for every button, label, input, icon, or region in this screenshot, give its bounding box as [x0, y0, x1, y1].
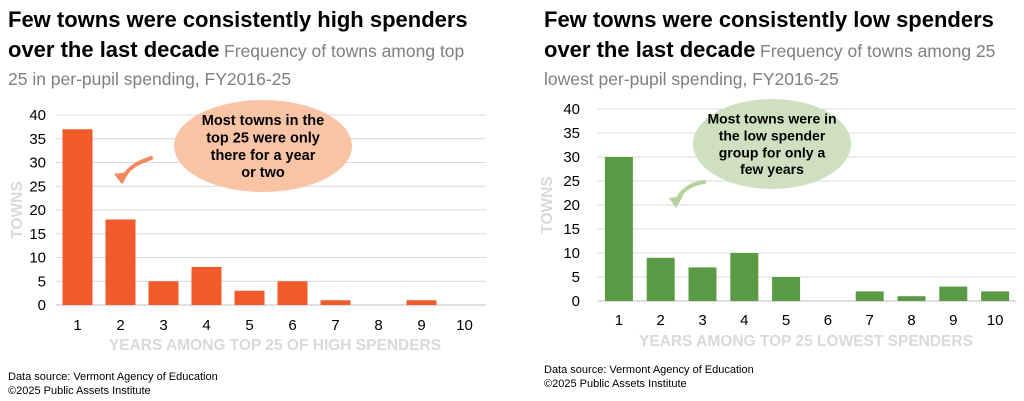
callout-arrow	[120, 156, 153, 183]
y-axis-title: TOWNS	[9, 181, 26, 238]
bar	[855, 291, 884, 301]
chart-title: Few towns were consistently high spender…	[8, 6, 488, 94]
x-tick-label: 5	[782, 312, 790, 329]
y-tick-label: 35	[29, 131, 46, 148]
y-tick-label: 0	[572, 293, 580, 310]
callout-text: Most towns were in the low spender group f…	[707, 111, 836, 177]
callout-bubble	[174, 100, 352, 192]
x-tick-label: 2	[657, 312, 665, 329]
copyright: ©2025 Public Assets Institute	[8, 385, 151, 397]
chart-footer: Data source: Vermont Agency of Education…	[8, 370, 218, 398]
bar	[62, 129, 93, 305]
y-tick-label: 0	[38, 297, 46, 314]
x-tick-label: 8	[907, 312, 915, 329]
bar	[191, 267, 222, 305]
x-tick-label: 3	[159, 317, 167, 334]
y-tick-label: 15	[29, 226, 46, 243]
arrow-head-icon	[114, 172, 129, 184]
bar	[772, 277, 801, 301]
chart-subtitle: Frequency of towns among 25 lowest per-p…	[544, 41, 996, 89]
bar	[897, 296, 926, 301]
y-axis-title: TOWNS	[539, 176, 556, 233]
data-source: Data source: Vermont Agency of Education	[544, 364, 754, 376]
x-axis-title: YEARS AMONG TOP 25 LOWEST SPENDERS	[639, 333, 973, 350]
copyright: ©2025 Public Assets Institute	[544, 378, 687, 390]
x-tick-label: 8	[374, 317, 382, 334]
x-tick-label: 4	[202, 317, 210, 334]
low-spenders-panel: Few towns were consistently low spenders…	[536, 0, 1024, 401]
y-tick-label: 30	[563, 149, 580, 166]
bar	[604, 157, 633, 301]
x-tick-label: 2	[116, 317, 124, 334]
x-tick-label: 4	[740, 312, 748, 329]
chart-footer: Data source: Vermont Agency of Education…	[544, 363, 754, 391]
arrow-head-icon	[669, 196, 683, 208]
x-tick-label: 1	[615, 312, 623, 329]
x-tick-label: 10	[456, 317, 473, 334]
callout-text: Most towns in the top 25 were only there f…	[202, 113, 324, 181]
y-tick-label: 25	[563, 173, 580, 190]
y-tick-label: 20	[563, 197, 580, 214]
bar	[320, 300, 351, 305]
x-tick-label: 5	[245, 317, 253, 334]
bar	[688, 267, 717, 301]
x-tick-label: 9	[949, 312, 957, 329]
x-tick-label: 3	[698, 312, 706, 329]
bar	[234, 290, 265, 305]
bar	[646, 257, 675, 301]
bar	[939, 286, 968, 301]
x-tick-label: 10	[987, 312, 1004, 329]
y-tick-label: 10	[563, 245, 580, 262]
chart-title: Few towns were consistently low spenders…	[544, 6, 1024, 94]
y-tick-label: 5	[38, 273, 46, 290]
chart-subtitle: Frequency of towns among top 25 in per-p…	[8, 41, 465, 89]
x-tick-label: 1	[73, 317, 81, 334]
high-spenders-bar-chart: 0 5 10 15 20 25 30 35 40 1 2 3 4 5 6 7 8 9 10 YEARS AMONG T…	[9, 100, 486, 354]
chart-title-bold: Few towns were consistently high spender…	[8, 7, 468, 62]
low-spenders-bar-chart: 0 5 10 15 20 25 30 35 40 1 2 3 4 5 6 7 8 9 10 YEARS AMONG T…	[539, 99, 1016, 350]
high-spenders-panel: Few towns were consistently high spender…	[0, 0, 500, 401]
x-tick-label: 7	[866, 312, 874, 329]
x-tick-label: 7	[331, 317, 339, 334]
callout-bubble	[693, 99, 851, 189]
x-tick-label: 9	[417, 317, 425, 334]
x-tick-label: 6	[824, 312, 832, 329]
bar	[406, 300, 437, 305]
y-tick-label: 20	[29, 202, 46, 219]
bar	[105, 219, 136, 305]
x-tick-label: 6	[288, 317, 296, 334]
y-tick-label: 10	[29, 250, 46, 267]
bar	[730, 253, 759, 301]
y-tick-label: 25	[29, 178, 46, 195]
bar	[981, 291, 1010, 301]
y-tick-label: 15	[563, 221, 580, 238]
y-tick-label: 5	[572, 269, 580, 286]
bar	[277, 281, 308, 305]
x-axis-title: YEARS AMONG TOP 25 OF HIGH SPENDERS	[109, 337, 441, 354]
data-source: Data source: Vermont Agency of Education	[8, 371, 218, 383]
chart-title-bold: Few towns were consistently low spenders…	[544, 7, 994, 62]
y-tick-label: 40	[29, 107, 46, 124]
y-tick-label: 30	[29, 155, 46, 172]
y-tick-label: 40	[563, 101, 580, 118]
bar	[148, 281, 179, 305]
y-tick-label: 35	[563, 125, 580, 142]
